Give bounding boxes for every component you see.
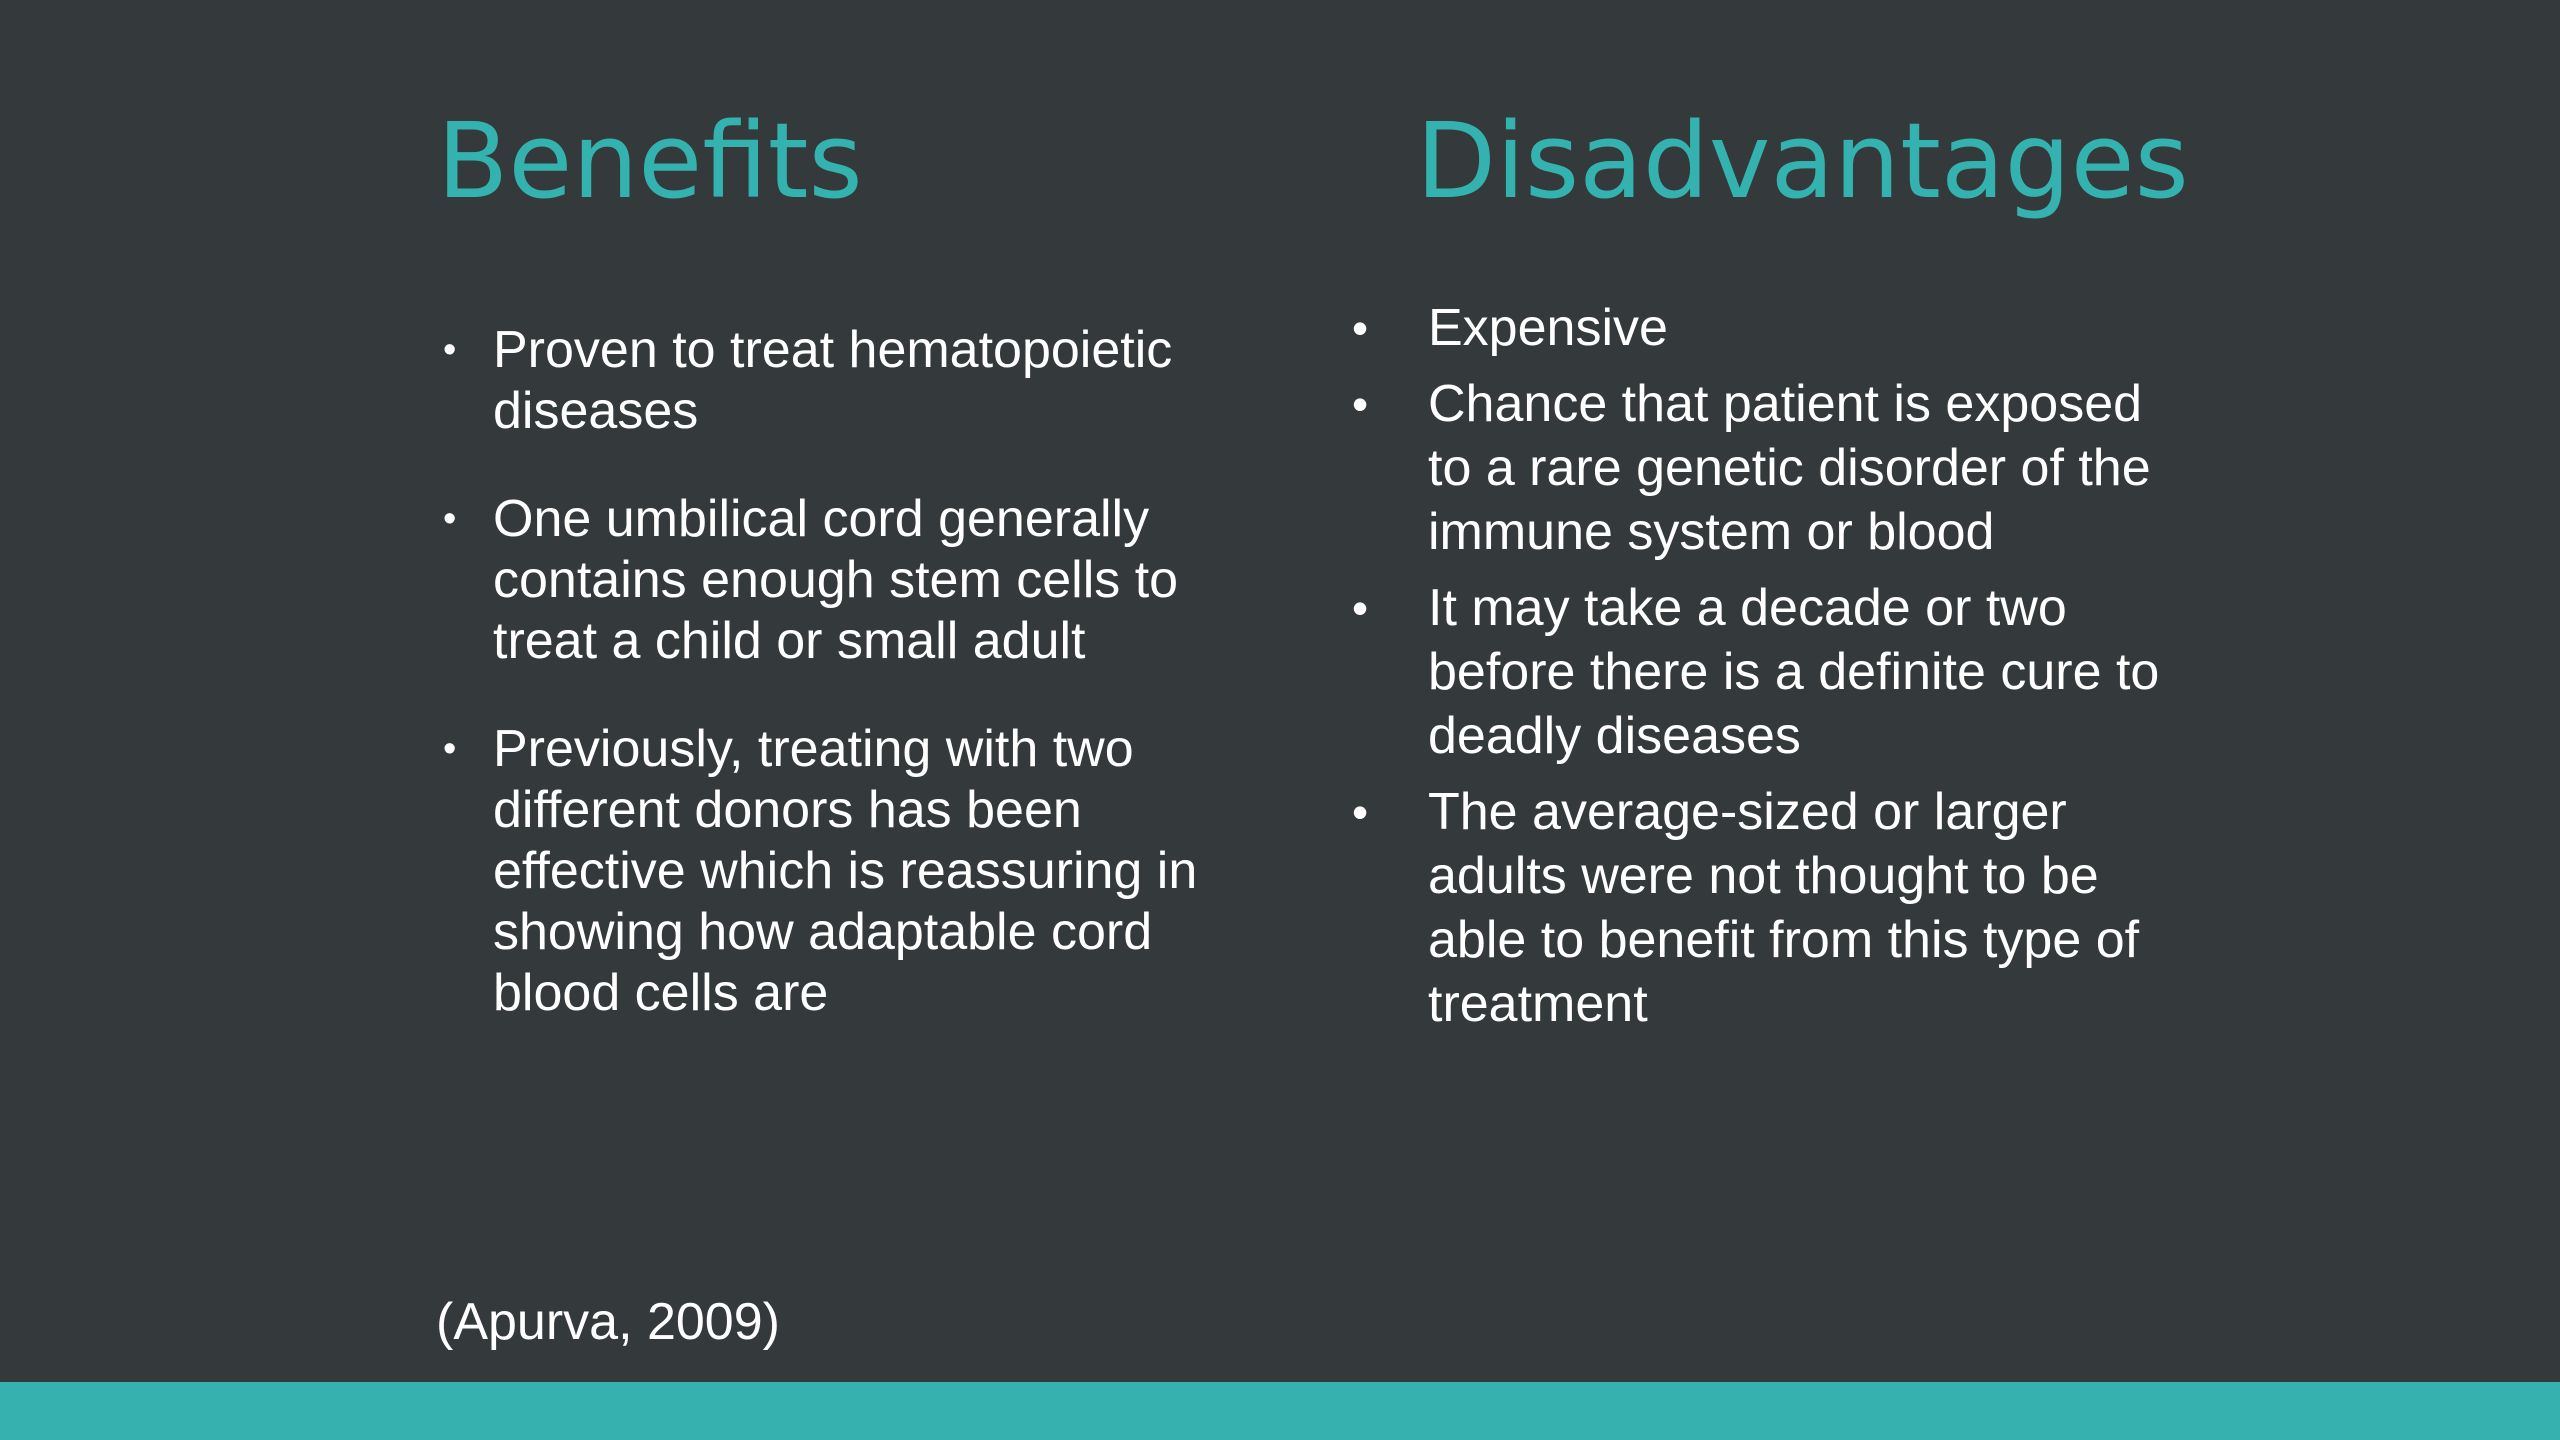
citation: (Apurva, 2009) <box>436 1293 780 1351</box>
benefits-heading: Benefits <box>437 100 863 222</box>
bullet-icon: • <box>443 329 457 371</box>
list-item: • The average-sized or larger adults wer… <box>1352 780 2188 1036</box>
disadvantage-text: Chance that patient is exposed to a rare… <box>1428 375 2151 561</box>
list-item: • It may take a decade or two before the… <box>1352 576 2188 768</box>
disadvantage-text: Expensive <box>1428 299 1668 357</box>
benefit-text: Proven to treat hematopoietic diseases <box>493 321 1173 440</box>
disadvantage-text: It may take a decade or two before there… <box>1428 579 2160 765</box>
list-item: • Expensive <box>1352 296 2188 360</box>
footer-accent-bar <box>0 1382 2560 1440</box>
benefit-text: One umbilical cord generally contains en… <box>493 490 1179 670</box>
bullet-icon: • <box>1352 582 1369 634</box>
disadvantages-list: • Expensive • Chance that patient is exp… <box>1352 296 2188 1048</box>
list-item: • One umbilical cord generally contains … <box>443 489 1213 672</box>
benefit-text: Previously, treating with two different … <box>493 720 1198 1022</box>
bullet-icon: • <box>1352 786 1369 838</box>
list-item: • Chance that patient is exposed to a ra… <box>1352 372 2188 564</box>
bullet-icon: • <box>443 728 457 770</box>
benefits-list: • Proven to treat hematopoietic diseases… <box>443 320 1213 1071</box>
list-item: • Proven to treat hematopoietic diseases <box>443 320 1213 442</box>
bullet-icon: • <box>443 498 457 540</box>
disadvantages-heading: Disadvantages <box>1416 100 2189 222</box>
bullet-icon: • <box>1352 378 1369 430</box>
list-item: • Previously, treating with two differen… <box>443 719 1213 1024</box>
disadvantage-text: The average-sized or larger adults were … <box>1428 783 2140 1033</box>
bullet-icon: • <box>1352 302 1369 354</box>
